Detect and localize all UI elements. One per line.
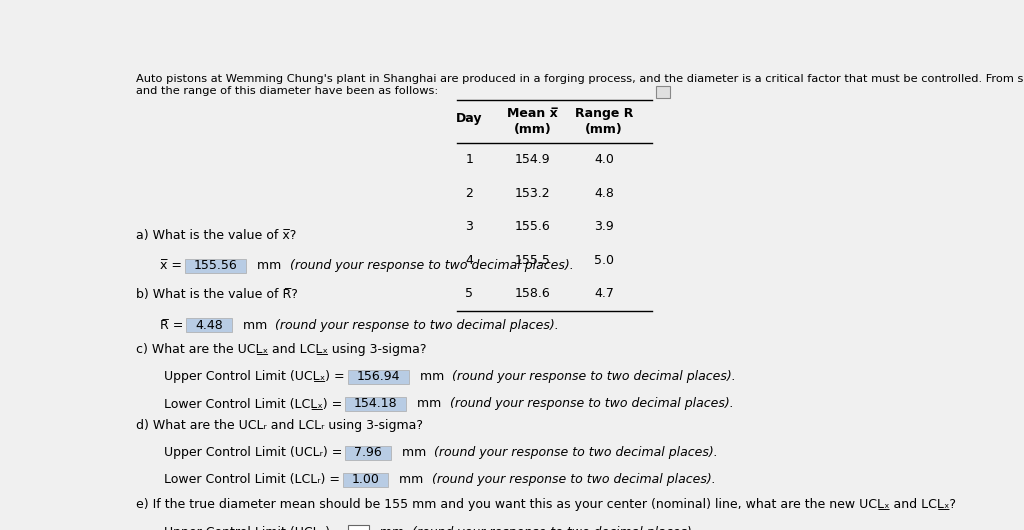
- Text: x̅ =: x̅ =: [160, 260, 185, 272]
- Text: (mm): (mm): [586, 122, 623, 136]
- Text: 4.0: 4.0: [594, 153, 614, 166]
- Text: (round your response to two decimal places).: (round your response to two decimal plac…: [271, 319, 559, 332]
- Text: 1: 1: [465, 153, 473, 166]
- Text: 155.6: 155.6: [515, 220, 551, 233]
- Text: (round your response to two decimal places).: (round your response to two decimal plac…: [445, 398, 733, 410]
- Text: 155.56: 155.56: [194, 260, 238, 272]
- Text: 7.96: 7.96: [354, 446, 382, 460]
- Text: mm: mm: [393, 446, 430, 460]
- Text: Range R: Range R: [574, 107, 634, 120]
- Text: 3: 3: [465, 220, 473, 233]
- Text: 4.48: 4.48: [195, 319, 223, 332]
- Text: e) If the true diameter mean should be 155 mm and you want this as your center (: e) If the true diameter mean should be 1…: [136, 498, 956, 511]
- Text: 1.00: 1.00: [351, 473, 380, 487]
- Text: mm: mm: [372, 526, 409, 530]
- Text: 5.0: 5.0: [594, 254, 614, 267]
- FancyBboxPatch shape: [347, 525, 369, 530]
- Text: 4.7: 4.7: [594, 287, 614, 301]
- Text: 4: 4: [465, 254, 473, 267]
- Text: Day: Day: [456, 112, 482, 125]
- Text: mm: mm: [412, 370, 447, 384]
- Text: 5: 5: [465, 287, 473, 301]
- Text: (round your response to two decimal places).: (round your response to two decimal plac…: [447, 370, 735, 384]
- Text: mm: mm: [234, 319, 271, 332]
- Text: Upper Control Limit (UCL͟ₓ) =: Upper Control Limit (UCL͟ₓ) =: [164, 526, 348, 530]
- Text: 155.5: 155.5: [515, 254, 551, 267]
- Text: 2: 2: [465, 187, 473, 200]
- Text: mm: mm: [391, 473, 428, 487]
- FancyBboxPatch shape: [345, 397, 407, 411]
- Text: R̅ =: R̅ =: [160, 319, 187, 332]
- Text: 156.94: 156.94: [356, 370, 399, 384]
- Text: Auto pistons at Wemming Chung's plant in Shanghai are produced in a forging proc: Auto pistons at Wemming Chung's plant in…: [136, 74, 1024, 84]
- Text: and the range of this diameter have been as follows:: and the range of this diameter have been…: [136, 86, 438, 96]
- FancyBboxPatch shape: [185, 259, 246, 273]
- Text: mm: mm: [249, 260, 286, 272]
- Text: Mean x̅: Mean x̅: [507, 107, 558, 120]
- Text: Upper Control Limit (UCLᵣ) =: Upper Control Limit (UCLᵣ) =: [164, 446, 346, 460]
- Text: Lower Control Limit (LCLᵣ) =: Lower Control Limit (LCLᵣ) =: [164, 473, 344, 487]
- Text: (round your response to two decimal places).: (round your response to two decimal plac…: [430, 446, 718, 460]
- Text: (mm): (mm): [514, 122, 552, 136]
- Text: b) What is the value of R̅?: b) What is the value of R̅?: [136, 288, 298, 301]
- Text: 154.18: 154.18: [354, 398, 397, 410]
- Text: (round your response to two decimal places).: (round your response to two decimal plac…: [409, 526, 696, 530]
- FancyBboxPatch shape: [343, 473, 388, 487]
- Text: 153.2: 153.2: [515, 187, 551, 200]
- Text: Upper Control Limit (UCL͟ₓ) =: Upper Control Limit (UCL͟ₓ) =: [164, 370, 348, 384]
- FancyBboxPatch shape: [655, 86, 670, 98]
- FancyBboxPatch shape: [347, 370, 409, 384]
- FancyBboxPatch shape: [345, 446, 390, 460]
- Text: d) What are the UCLᵣ and LCLᵣ using 3-sigma?: d) What are the UCLᵣ and LCLᵣ using 3-si…: [136, 419, 423, 432]
- Text: 3.9: 3.9: [594, 220, 614, 233]
- Text: Lower Control Limit (LCL͟ₓ) =: Lower Control Limit (LCL͟ₓ) =: [164, 398, 346, 410]
- Text: a) What is the value of x̅?: a) What is the value of x̅?: [136, 229, 296, 242]
- Text: 4.8: 4.8: [594, 187, 614, 200]
- FancyBboxPatch shape: [186, 318, 231, 332]
- Text: (round your response to two decimal places).: (round your response to two decimal plac…: [286, 260, 573, 272]
- Text: 158.6: 158.6: [515, 287, 551, 301]
- Text: 154.9: 154.9: [515, 153, 551, 166]
- Text: mm: mm: [410, 398, 445, 410]
- Text: (round your response to two decimal places).: (round your response to two decimal plac…: [428, 473, 716, 487]
- Text: c) What are the UCL͟ₓ and LCL͟ₓ using 3-sigma?: c) What are the UCL͟ₓ and LCL͟ₓ using 3-…: [136, 343, 426, 356]
